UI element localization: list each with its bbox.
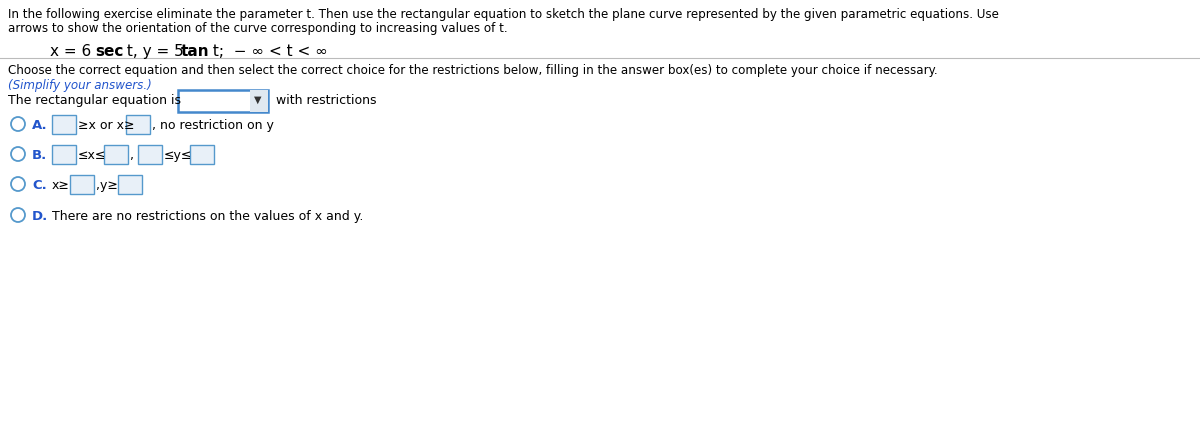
- FancyBboxPatch shape: [118, 175, 142, 194]
- FancyBboxPatch shape: [190, 144, 214, 163]
- Text: (Simplify your answers.): (Simplify your answers.): [8, 79, 151, 92]
- Text: Choose the correct equation and then select the correct choice for the restricti: Choose the correct equation and then sel…: [8, 64, 937, 77]
- Text: tan: tan: [181, 44, 210, 59]
- FancyBboxPatch shape: [70, 175, 94, 194]
- Text: t, y = 5: t, y = 5: [122, 44, 188, 59]
- Circle shape: [11, 117, 25, 131]
- Text: A.: A.: [32, 119, 48, 132]
- Text: t;  − ∞ < t < ∞: t; − ∞ < t < ∞: [208, 44, 328, 59]
- FancyBboxPatch shape: [250, 90, 268, 112]
- Text: with restrictions: with restrictions: [276, 94, 377, 107]
- FancyBboxPatch shape: [126, 114, 150, 133]
- Circle shape: [11, 177, 25, 191]
- Text: The rectangular equation is: The rectangular equation is: [8, 94, 181, 107]
- Text: ≥x or x≥: ≥x or x≥: [78, 119, 134, 132]
- Text: x≥: x≥: [52, 179, 70, 192]
- FancyBboxPatch shape: [52, 114, 76, 133]
- Text: ≤y≤: ≤y≤: [164, 149, 192, 162]
- Text: ▼: ▼: [254, 95, 262, 105]
- Text: B.: B.: [32, 149, 47, 162]
- FancyBboxPatch shape: [104, 144, 128, 163]
- Text: ,y≥: ,y≥: [96, 179, 118, 192]
- Circle shape: [11, 147, 25, 161]
- Text: D.: D.: [32, 210, 48, 223]
- Text: sec: sec: [95, 44, 124, 59]
- Text: , no restriction on y: , no restriction on y: [152, 119, 274, 132]
- Text: ,: ,: [130, 149, 134, 162]
- Text: ≤x≤: ≤x≤: [78, 149, 107, 162]
- FancyBboxPatch shape: [52, 144, 76, 163]
- Text: There are no restrictions on the values of x and y.: There are no restrictions on the values …: [52, 210, 364, 223]
- Text: C.: C.: [32, 179, 47, 192]
- FancyBboxPatch shape: [178, 90, 268, 112]
- Text: x = 6: x = 6: [50, 44, 96, 59]
- Text: arrows to show the orientation of the curve corresponding to increasing values o: arrows to show the orientation of the cu…: [8, 22, 508, 35]
- FancyBboxPatch shape: [138, 144, 162, 163]
- Text: In the following exercise eliminate the parameter t. Then use the rectangular eq: In the following exercise eliminate the …: [8, 8, 998, 21]
- Circle shape: [11, 208, 25, 222]
